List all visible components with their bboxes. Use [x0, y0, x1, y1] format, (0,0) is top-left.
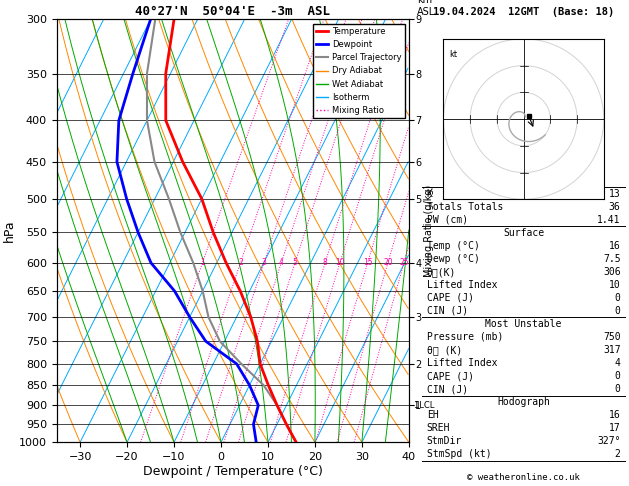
Text: Temp (°C): Temp (°C)	[426, 241, 479, 251]
Text: 4: 4	[279, 259, 284, 267]
Text: Lifted Index: Lifted Index	[426, 280, 497, 290]
Y-axis label: hPa: hPa	[3, 220, 16, 242]
Text: 16: 16	[609, 241, 621, 251]
Text: θᴇ(K): θᴇ(K)	[426, 267, 456, 277]
Text: StmDir: StmDir	[426, 436, 462, 446]
Text: 10: 10	[609, 280, 621, 290]
Text: 7.5: 7.5	[603, 254, 621, 264]
Text: -1LCL: -1LCL	[411, 401, 435, 410]
Text: 750: 750	[603, 332, 621, 342]
Title: 40°27'N  50°04'E  -3m  ASL: 40°27'N 50°04'E -3m ASL	[135, 5, 330, 18]
Text: kt: kt	[449, 50, 457, 59]
Y-axis label: Mixing Ratio (g/kg): Mixing Ratio (g/kg)	[424, 185, 434, 277]
Text: K: K	[426, 189, 433, 199]
Text: Lifted Index: Lifted Index	[426, 358, 497, 368]
Text: EH: EH	[426, 410, 438, 420]
Text: Dewp (°C): Dewp (°C)	[426, 254, 479, 264]
Text: © weatheronline.co.uk: © weatheronline.co.uk	[467, 473, 580, 482]
Text: 16: 16	[609, 410, 621, 420]
Text: Pressure (mb): Pressure (mb)	[426, 332, 503, 342]
Text: 0: 0	[615, 384, 621, 394]
Text: Most Unstable: Most Unstable	[486, 319, 562, 329]
Text: CAPE (J): CAPE (J)	[426, 293, 474, 303]
Text: CAPE (J): CAPE (J)	[426, 371, 474, 381]
Text: 0: 0	[615, 293, 621, 303]
Text: 2: 2	[615, 449, 621, 459]
X-axis label: Dewpoint / Temperature (°C): Dewpoint / Temperature (°C)	[143, 465, 323, 478]
Text: Surface: Surface	[503, 228, 544, 238]
Text: 15: 15	[363, 259, 372, 267]
Text: 4: 4	[615, 358, 621, 368]
Text: 1.41: 1.41	[597, 215, 621, 225]
Text: 10: 10	[335, 259, 345, 267]
Text: 3: 3	[262, 259, 267, 267]
Text: 327°: 327°	[597, 436, 621, 446]
Text: Totals Totals: Totals Totals	[426, 202, 503, 212]
Text: 19.04.2024  12GMT  (Base: 18): 19.04.2024 12GMT (Base: 18)	[433, 7, 615, 17]
Text: CIN (J): CIN (J)	[426, 306, 468, 316]
Text: 8: 8	[323, 259, 328, 267]
Text: 306: 306	[603, 267, 621, 277]
Text: km
ASL: km ASL	[417, 0, 435, 17]
Text: 0: 0	[615, 371, 621, 381]
Text: 0: 0	[615, 306, 621, 316]
Text: 5: 5	[292, 259, 298, 267]
Text: 13: 13	[609, 189, 621, 199]
Text: 317: 317	[603, 345, 621, 355]
Text: 25: 25	[399, 259, 409, 267]
Text: CIN (J): CIN (J)	[426, 384, 468, 394]
Text: 36: 36	[609, 202, 621, 212]
Text: 17: 17	[609, 423, 621, 433]
Text: 1: 1	[200, 259, 205, 267]
Text: θᴇ (K): θᴇ (K)	[426, 345, 462, 355]
Text: PW (cm): PW (cm)	[426, 215, 468, 225]
Text: 20: 20	[383, 259, 392, 267]
Text: Hodograph: Hodograph	[497, 397, 550, 407]
Legend: Temperature, Dewpoint, Parcel Trajectory, Dry Adiabat, Wet Adiabat, Isotherm, Mi: Temperature, Dewpoint, Parcel Trajectory…	[313, 24, 404, 118]
Text: 2: 2	[238, 259, 243, 267]
Text: SREH: SREH	[426, 423, 450, 433]
Text: StmSpd (kt): StmSpd (kt)	[426, 449, 491, 459]
